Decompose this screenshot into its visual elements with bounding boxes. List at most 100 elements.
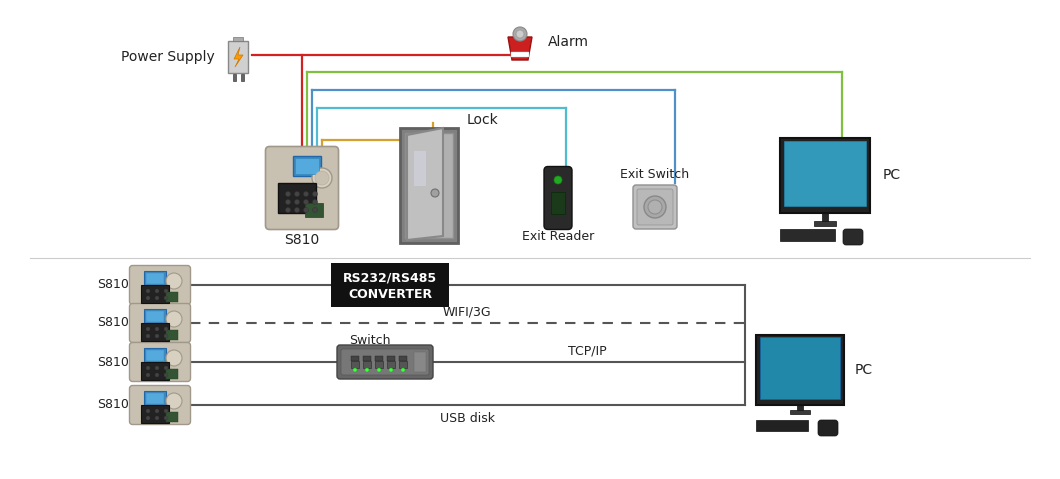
Circle shape bbox=[164, 373, 167, 377]
Text: S810: S810 bbox=[98, 317, 129, 330]
Bar bbox=[232, 73, 235, 80]
Bar bbox=[822, 207, 828, 223]
Bar bbox=[331, 263, 449, 307]
Bar bbox=[166, 330, 178, 340]
Circle shape bbox=[155, 296, 159, 300]
Bar bbox=[405, 133, 453, 238]
FancyBboxPatch shape bbox=[129, 265, 191, 305]
Bar bbox=[144, 308, 166, 323]
Bar bbox=[414, 150, 426, 185]
Bar bbox=[780, 137, 870, 213]
FancyBboxPatch shape bbox=[843, 229, 863, 245]
Circle shape bbox=[285, 192, 290, 196]
Circle shape bbox=[155, 289, 159, 293]
Text: Lock: Lock bbox=[467, 113, 499, 127]
Circle shape bbox=[313, 207, 318, 213]
Circle shape bbox=[295, 192, 300, 196]
Circle shape bbox=[166, 350, 182, 366]
Polygon shape bbox=[407, 128, 443, 240]
Polygon shape bbox=[508, 37, 532, 60]
Bar bbox=[146, 310, 164, 321]
Bar bbox=[790, 410, 810, 414]
Text: WIFI/3G: WIFI/3G bbox=[443, 306, 492, 319]
Circle shape bbox=[389, 368, 393, 372]
Circle shape bbox=[155, 327, 159, 331]
Bar bbox=[233, 37, 243, 41]
Bar bbox=[797, 399, 803, 411]
Text: Exit Reader: Exit Reader bbox=[522, 229, 594, 242]
Circle shape bbox=[313, 192, 318, 196]
Circle shape bbox=[516, 30, 524, 38]
Circle shape bbox=[377, 368, 381, 372]
Bar bbox=[814, 220, 836, 226]
Bar bbox=[784, 140, 866, 205]
Bar bbox=[141, 323, 169, 341]
Text: USB disk: USB disk bbox=[440, 411, 495, 424]
Bar bbox=[779, 229, 834, 241]
Bar bbox=[414, 352, 426, 372]
Bar bbox=[756, 335, 844, 405]
Bar bbox=[228, 41, 248, 73]
Circle shape bbox=[146, 373, 151, 377]
FancyBboxPatch shape bbox=[129, 304, 191, 342]
Bar bbox=[756, 420, 808, 431]
Bar bbox=[363, 355, 371, 361]
Text: S810: S810 bbox=[98, 355, 129, 368]
Circle shape bbox=[401, 368, 405, 372]
Text: S810: S810 bbox=[98, 399, 129, 411]
Bar bbox=[141, 362, 169, 380]
Circle shape bbox=[303, 207, 308, 213]
Circle shape bbox=[353, 368, 357, 372]
Bar bbox=[141, 405, 169, 423]
Circle shape bbox=[164, 409, 167, 413]
Bar bbox=[278, 183, 316, 213]
Circle shape bbox=[365, 368, 369, 372]
FancyBboxPatch shape bbox=[129, 342, 191, 381]
Circle shape bbox=[146, 334, 151, 338]
FancyBboxPatch shape bbox=[544, 167, 572, 229]
Circle shape bbox=[164, 334, 167, 338]
Bar bbox=[375, 355, 383, 361]
Bar bbox=[387, 355, 395, 361]
Bar bbox=[146, 273, 164, 284]
Text: RS232/RS485: RS232/RS485 bbox=[343, 272, 437, 285]
Circle shape bbox=[285, 207, 290, 213]
Circle shape bbox=[285, 199, 290, 205]
Circle shape bbox=[295, 207, 300, 213]
Bar bbox=[351, 355, 359, 361]
Bar bbox=[375, 361, 383, 367]
Circle shape bbox=[164, 327, 167, 331]
Bar bbox=[399, 361, 407, 367]
Circle shape bbox=[146, 416, 151, 420]
Circle shape bbox=[155, 416, 159, 420]
Bar bbox=[551, 192, 565, 214]
Circle shape bbox=[313, 199, 318, 205]
Bar bbox=[363, 361, 371, 367]
FancyBboxPatch shape bbox=[818, 420, 838, 436]
Bar bbox=[166, 412, 178, 422]
Bar bbox=[146, 350, 164, 361]
Circle shape bbox=[146, 327, 151, 331]
Circle shape bbox=[164, 416, 167, 420]
Polygon shape bbox=[234, 47, 243, 67]
Bar bbox=[146, 392, 164, 403]
Bar bbox=[760, 337, 840, 399]
Circle shape bbox=[166, 311, 182, 327]
FancyBboxPatch shape bbox=[637, 189, 673, 225]
Text: S810: S810 bbox=[98, 278, 129, 292]
Circle shape bbox=[155, 409, 159, 413]
Circle shape bbox=[513, 27, 527, 41]
Circle shape bbox=[431, 189, 439, 197]
Bar bbox=[400, 128, 458, 243]
Circle shape bbox=[648, 200, 662, 214]
Circle shape bbox=[303, 199, 308, 205]
Circle shape bbox=[155, 334, 159, 338]
FancyBboxPatch shape bbox=[337, 345, 432, 379]
Circle shape bbox=[146, 296, 151, 300]
Bar bbox=[387, 361, 395, 367]
Bar bbox=[144, 347, 166, 363]
FancyBboxPatch shape bbox=[265, 147, 338, 229]
Text: Exit Switch: Exit Switch bbox=[620, 169, 690, 182]
Circle shape bbox=[146, 366, 151, 370]
Text: Power Supply: Power Supply bbox=[121, 50, 215, 64]
